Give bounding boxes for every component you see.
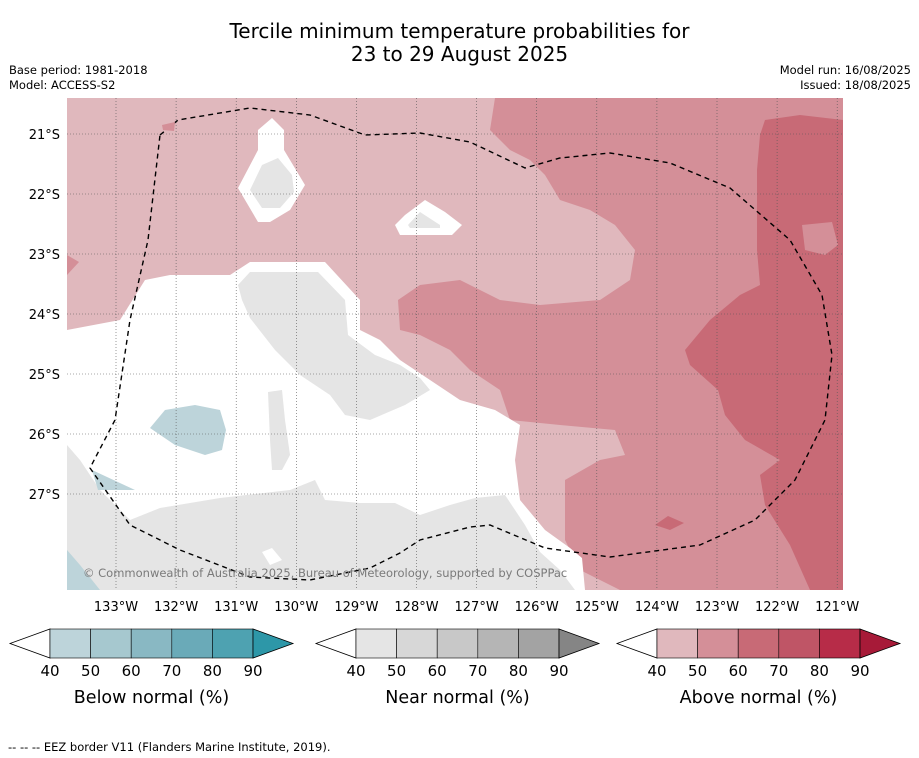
- lat-label: 21°S: [29, 128, 60, 143]
- near-normal-patch-north: [250, 158, 294, 208]
- longitude-labels: 133°W 132°W 131°W 130°W 129°W 128°W 127°W 126°W…: [94, 600, 860, 615]
- lat-label: 25°S: [29, 368, 60, 383]
- colorbars: 40 50 60 70 80 90 Below normal (%) 40 50 60 70 80 90…: [8, 628, 902, 708]
- colorbar-extend-high: [252, 628, 295, 659]
- colorbar-tick-label: 70: [162, 662, 181, 680]
- colorbar-extend-low: [314, 628, 357, 659]
- colorbar-segment: [436, 628, 479, 659]
- lon-label: 123°W: [695, 600, 739, 615]
- colorbar-segment: [697, 628, 739, 659]
- colorbar-segment: [656, 628, 698, 659]
- map-title-line2: 23 to 29 August 2025: [350, 42, 569, 66]
- colorbar-segment: [130, 628, 173, 659]
- colorbar-tick-label: 50: [81, 662, 100, 680]
- colorbar-tick-label: 80: [203, 662, 222, 680]
- colorbar-tick-label: 40: [346, 662, 365, 680]
- colorbar-segment: [171, 628, 213, 659]
- lon-label: 130°W: [274, 600, 318, 615]
- lon-label: 132°W: [154, 600, 198, 615]
- lat-label: 27°S: [29, 488, 60, 503]
- colorbar-tick-label: 90: [549, 662, 568, 680]
- above-50-patch: [802, 222, 838, 255]
- colorbar-segment: [477, 628, 519, 659]
- colorbar-tick-label: 80: [810, 662, 829, 680]
- lat-label: 24°S: [29, 308, 60, 323]
- colorbar-tick-label: 50: [688, 662, 707, 680]
- model-name: Model: ACCESS-S2: [9, 78, 116, 92]
- lon-label: 131°W: [214, 600, 258, 615]
- colorbar-segment: [819, 628, 861, 659]
- colorbar-tick-label: 90: [243, 662, 262, 680]
- colorbar-title: Below normal (%): [74, 688, 229, 708]
- colorbar-tick-label: 80: [509, 662, 528, 680]
- below-normal-corner: [67, 550, 100, 590]
- lon-label: 124°W: [635, 600, 679, 615]
- colorbar-tick-label: 50: [387, 662, 406, 680]
- colorbar: 40 50 60 70 80 90 Above normal (%): [615, 628, 902, 708]
- model-run: Model run: 16/08/2025: [779, 63, 911, 77]
- colorbar-title: Above normal (%): [680, 688, 838, 708]
- below-normal-patch: [150, 405, 226, 455]
- colorbar-tick-label: 40: [647, 662, 666, 680]
- colorbar-segment: [737, 628, 780, 659]
- no-dominant-speck: [262, 548, 282, 565]
- colorbar-segment: [778, 628, 820, 659]
- above-60-patch: [655, 516, 684, 530]
- lat-label: 23°S: [29, 248, 60, 263]
- near-normal-strip: [268, 390, 290, 470]
- lat-label: 22°S: [29, 188, 60, 203]
- colorbar-segment: [90, 628, 132, 659]
- lon-label: 122°W: [755, 600, 799, 615]
- lon-label: 126°W: [515, 600, 559, 615]
- colorbar-segment: [355, 628, 397, 659]
- colorbar-segment: [212, 628, 254, 659]
- colorbar-extend-high: [558, 628, 601, 659]
- base-period: Base period: 1981-2018: [9, 63, 148, 77]
- graticule: [67, 98, 843, 590]
- lon-label: 133°W: [94, 600, 138, 615]
- lon-label: 125°W: [575, 600, 619, 615]
- colorbar-tick-label: 70: [468, 662, 487, 680]
- colorbar: 40 50 60 70 80 90 Near normal (%): [314, 628, 601, 708]
- above-50-region: [398, 98, 843, 590]
- map-title-line1: Tercile minimum temperature probabilitie…: [229, 19, 690, 43]
- issued-date: Issued: 18/08/2025: [800, 78, 911, 92]
- above-50-edge: [67, 255, 79, 275]
- colorbar-tick-label: 90: [850, 662, 869, 680]
- lat-label: 26°S: [29, 428, 60, 443]
- lon-label: 128°W: [394, 600, 438, 615]
- lon-label: 127°W: [455, 600, 499, 615]
- above-50-speck: [162, 122, 175, 131]
- colorbar-tick-label: 40: [40, 662, 59, 680]
- eez-footnote: -- -- -- EEZ border V11 (Flanders Marine…: [8, 740, 331, 754]
- colorbar-segment: [49, 628, 91, 659]
- lon-label: 129°W: [334, 600, 378, 615]
- near-normal-patch-east: [408, 212, 440, 228]
- probability-field: [67, 98, 843, 590]
- copyright-note: © Commonwealth of Australia 2025, Bureau…: [83, 566, 567, 580]
- colorbar-extend-low: [8, 628, 51, 659]
- near-normal-region-south: [67, 445, 575, 590]
- near-normal-region-central: [238, 272, 430, 420]
- lon-label: 121°W: [815, 600, 859, 615]
- colorbar: 40 50 60 70 80 90 Below normal (%): [8, 628, 295, 708]
- colorbar-tick-label: 60: [428, 662, 447, 680]
- colorbar-tick-label: 70: [769, 662, 788, 680]
- colorbar-segment: [396, 628, 438, 659]
- colorbar-tick-label: 60: [729, 662, 748, 680]
- colorbar-extend-low: [615, 628, 658, 659]
- colorbar-segment: [518, 628, 560, 659]
- colorbar-title: Near normal (%): [385, 688, 530, 708]
- latitude-labels: 21°S 22°S 23°S 24°S 25°S 26°S 27°S: [29, 128, 60, 503]
- colorbar-tick-label: 60: [122, 662, 141, 680]
- colorbar-extend-high: [859, 628, 902, 659]
